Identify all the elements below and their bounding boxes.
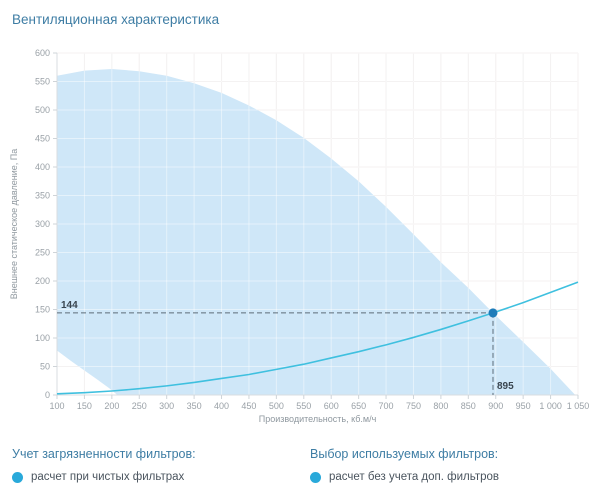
legend-item-label: расчет при чистых фильтрах <box>31 471 185 483</box>
y-axis-title: Внешнее статическое давление, Па <box>9 149 19 299</box>
y-tick-label: 600 <box>35 48 50 58</box>
x-tick-label: 400 <box>214 401 229 411</box>
x-tick-label: 300 <box>159 401 174 411</box>
legend-bullet-icon <box>310 471 321 483</box>
x-tick-label: 950 <box>516 401 531 411</box>
x-tick-label: 200 <box>104 401 119 411</box>
legend-section: Учет загрязненности фильтров: расчет при… <box>0 447 615 483</box>
x-tick-label: 800 <box>433 401 448 411</box>
y-tick-label: 200 <box>35 276 50 286</box>
y-tick-label: 550 <box>35 77 50 87</box>
x-tick-label: 1 000 <box>539 401 562 411</box>
legend-item-label: расчет без учета доп. фильтров <box>329 471 500 483</box>
x-tick-label: 650 <box>351 401 366 411</box>
x-tick-label: 450 <box>241 401 256 411</box>
x-tick-label: 1 050 <box>567 401 590 411</box>
x-tick-label: 750 <box>406 401 421 411</box>
y-tick-label: 350 <box>35 191 50 201</box>
x-tick-label: 250 <box>132 401 147 411</box>
legend-heading-filter-selection: Выбор используемых фильтров: <box>310 447 499 461</box>
x-tick-label: 550 <box>296 401 311 411</box>
y-tick-label: 250 <box>35 248 50 258</box>
legend-bullet-icon <box>12 471 23 483</box>
x-tick-label: 900 <box>488 401 503 411</box>
y-tick-label: 300 <box>35 219 50 229</box>
y-tick-label: 450 <box>35 134 50 144</box>
y-tick-label: 0 <box>45 390 50 400</box>
x-tick-label: 600 <box>324 401 339 411</box>
y-tick-label: 400 <box>35 162 50 172</box>
operating-point-y-label: 144 <box>61 300 78 311</box>
y-tick-label: 500 <box>35 105 50 115</box>
x-tick-label: 100 <box>49 401 64 411</box>
legend-heading-contamination: Учет загрязненности фильтров: <box>12 447 196 461</box>
x-tick-label: 850 <box>461 401 476 411</box>
legend-item-clean-filters[interactable]: расчет при чистых фильтрах <box>12 471 298 483</box>
ventilation-chart: 144 895 0 50 100 150 200 250 300 350 400 450 500 550 6… <box>9 48 590 424</box>
x-tick-label: 500 <box>269 401 284 411</box>
legend-group-contamination: Учет загрязненности фильтров: расчет при… <box>0 447 298 483</box>
x-axis-title: Производительность, кб.м/ч <box>259 414 377 424</box>
x-tick-label: 150 <box>77 401 92 411</box>
page-title: Вентиляционная характеристика <box>12 12 220 27</box>
x-tick-label: 700 <box>379 401 394 411</box>
operating-point-x-label: 895 <box>497 381 514 392</box>
y-tick-label: 100 <box>35 333 50 343</box>
x-tick-label: 350 <box>187 401 202 411</box>
y-tick-label: 150 <box>35 305 50 315</box>
legend-group-filter-selection: Выбор используемых фильтров: расчет без … <box>298 447 596 483</box>
y-tick-label: 50 <box>40 362 50 372</box>
legend-item-no-extra-filters[interactable]: расчет без учета доп. фильтров <box>310 471 596 483</box>
operating-point-marker[interactable] <box>488 308 498 318</box>
fan-operating-area <box>57 68 576 396</box>
